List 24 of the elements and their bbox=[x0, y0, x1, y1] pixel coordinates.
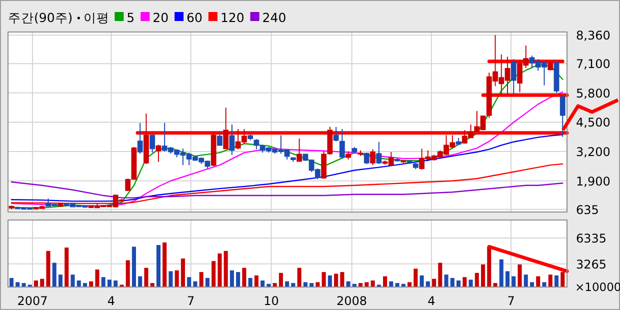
x-tick-label: 2007 bbox=[17, 294, 48, 308]
legend-label: 240 bbox=[262, 10, 286, 25]
y-tick-label: 7,100 bbox=[576, 57, 610, 72]
legend-label: 5 bbox=[126, 10, 135, 25]
x-tick-label: 4 bbox=[428, 294, 436, 308]
y-tick-label: 5,800 bbox=[576, 86, 610, 100]
legend-label: 20 bbox=[152, 10, 169, 25]
x-tick-label: 2008 bbox=[336, 294, 368, 308]
y-tick-label: 8,360 bbox=[576, 28, 610, 43]
chart-title: 주간(90주) bbox=[8, 10, 73, 25]
x-tick-label: 10 bbox=[264, 294, 279, 308]
x-tick-label: 4 bbox=[107, 294, 116, 308]
legend-label: 120 bbox=[220, 10, 244, 25]
y-tick-label: 3,200 bbox=[576, 145, 610, 160]
y-tick-label: 3265 bbox=[576, 257, 607, 272]
legend-label: 60 bbox=[186, 10, 202, 25]
line-series bbox=[10, 134, 564, 202]
legend-title: 이평 bbox=[84, 10, 110, 25]
y-tick-label: 6335 bbox=[576, 231, 607, 246]
x-tick-label: 7 bbox=[507, 294, 515, 308]
y-tick-label: 1,900 bbox=[576, 174, 610, 188]
y-tick-label: 635 bbox=[576, 202, 599, 217]
x-tick-label: 7 bbox=[187, 294, 195, 308]
y-tick-label: 4,500 bbox=[576, 116, 610, 130]
